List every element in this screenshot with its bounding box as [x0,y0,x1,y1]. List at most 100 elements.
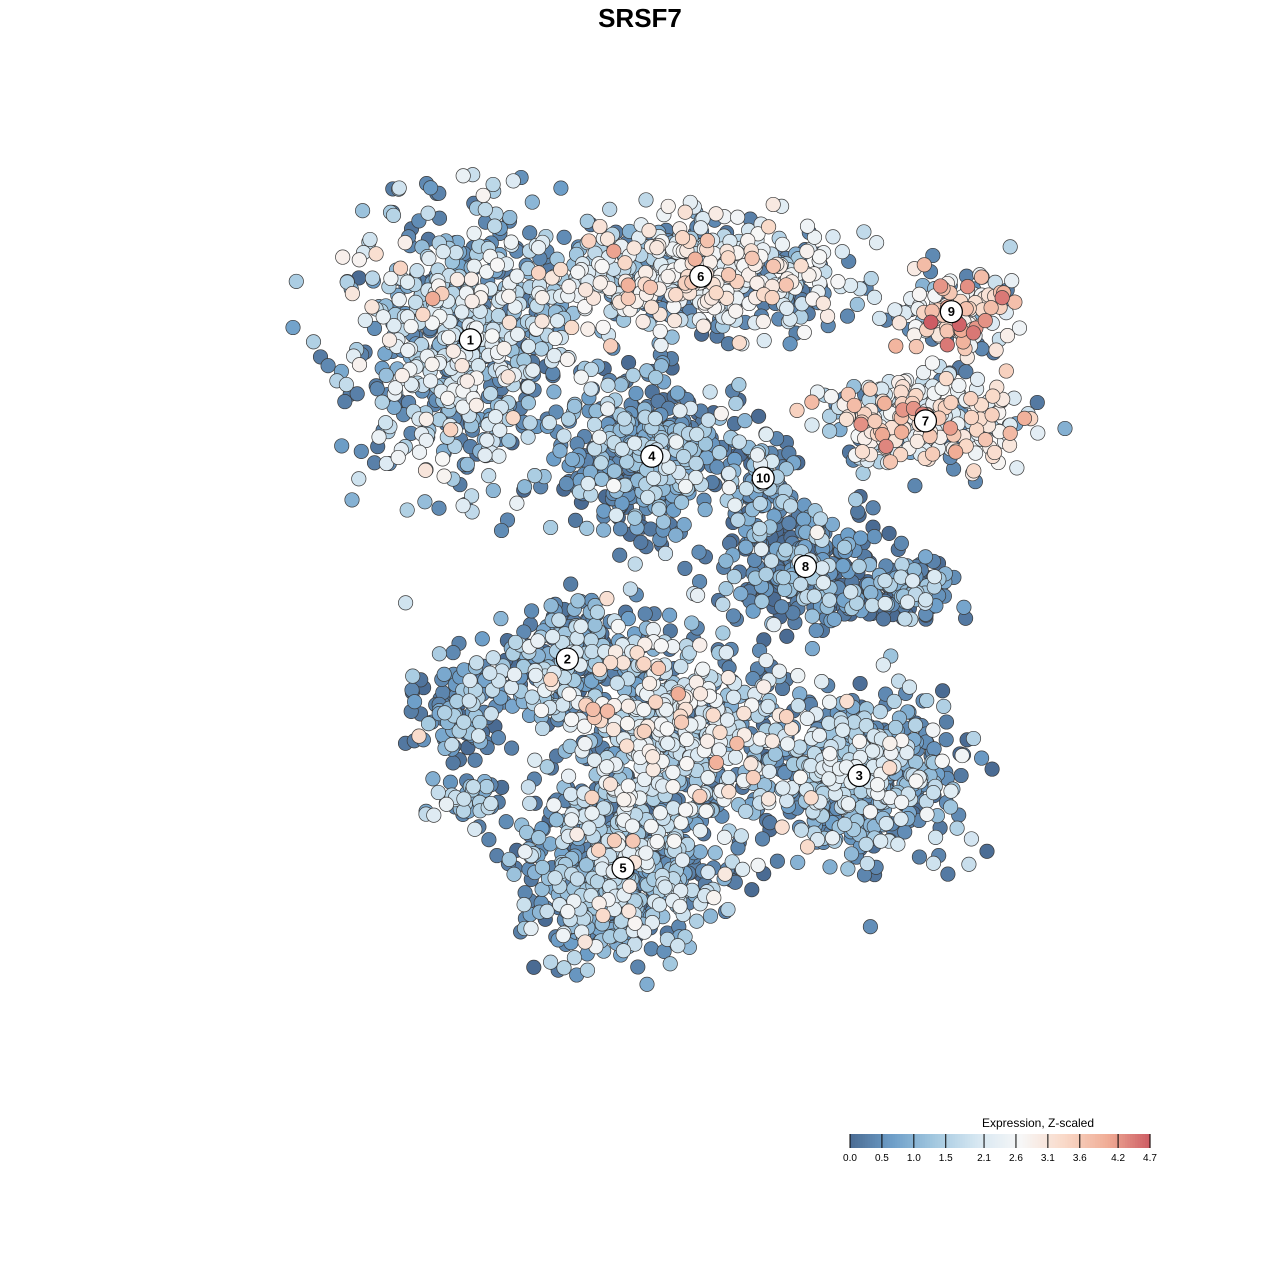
cell-point [754,593,770,609]
cell-point [579,962,596,978]
cell-point [621,903,637,919]
cell-point [583,381,599,397]
cell-point [730,512,746,528]
cell-point [804,608,820,624]
cell-point [399,502,415,518]
cell-point [563,786,579,802]
cell-point [585,701,601,717]
cell-point [698,803,714,819]
cell-point [822,859,838,875]
cell-point [606,478,622,494]
cell-point [564,711,580,728]
cell-point [891,315,907,331]
cell-point [919,692,935,709]
cell-point [943,783,959,799]
cell-point [600,401,616,417]
cell-point [646,470,662,486]
chart-title: SRSF7 [598,3,682,33]
cell-point [578,282,594,298]
cell-point [547,330,563,347]
cell-point [774,236,790,252]
cell-point [824,830,841,846]
cell-point [624,818,640,834]
cell-point [592,218,608,235]
cell-point [581,233,597,249]
cell-point [599,759,615,775]
cell-point [738,539,754,555]
cell-point [862,919,878,935]
cell-point [987,444,1003,461]
cell-point [501,314,518,331]
cell-point [700,770,716,786]
cell-point [822,694,838,710]
cell-point [468,397,484,413]
cell-point [558,476,575,492]
cell-point [543,598,559,614]
cell-point [606,463,623,479]
cell-point [988,342,1004,358]
cell-point [602,201,618,217]
cell-point [691,544,707,560]
cell-point [790,698,806,714]
cell-point [751,408,767,424]
cell-point [820,308,836,324]
cell-point [835,558,851,574]
cell-point [533,341,549,357]
cell-point [689,913,705,929]
cell-point [761,791,777,807]
cell-point [925,855,942,871]
cell-point [865,500,881,516]
cell-point [642,279,658,295]
cell-point [368,246,384,262]
cell-point [834,244,850,260]
cell-point [487,409,504,425]
cell-point [613,377,629,393]
cell-point [493,522,510,539]
cell-point [454,358,470,374]
cell-point [615,655,631,671]
cell-point [783,498,799,514]
cell-point [1002,425,1018,441]
cell-point [702,908,719,924]
cell-point [672,403,688,419]
cell-point [804,394,820,410]
cell-point [431,500,447,516]
cell-point [793,576,809,592]
cell-point [721,784,737,800]
cell-point [467,752,483,768]
cell-point [715,625,731,641]
cell-point [812,249,828,265]
cell-point [636,723,652,739]
cell-point [897,611,913,627]
cell-point [543,519,559,536]
cell-point [765,258,781,274]
cell-point [456,714,472,730]
cell-point [437,705,453,721]
cell-point [645,749,661,765]
cell-point [849,296,865,312]
cell-point [775,570,792,586]
cell-point [822,746,838,762]
cell-point [534,290,550,306]
cell-point [690,587,706,603]
cell-point [559,351,575,367]
cell-point [640,489,656,505]
cell-point [965,730,982,747]
cell-point [589,604,605,620]
cell-point [908,773,924,789]
cell-point [693,220,709,236]
cell-point [928,829,944,845]
cell-point [442,774,458,790]
cell-point [839,308,856,324]
cell-point [490,730,506,746]
cell-point [580,321,596,337]
cell-point [720,901,736,918]
cell-point [887,302,903,318]
cell-point [943,395,959,411]
cell-point [626,240,642,256]
cell-point [729,735,745,752]
cell-point [553,180,569,196]
cell-point [479,779,495,795]
cell-point [491,448,507,464]
cell-point [877,573,893,589]
